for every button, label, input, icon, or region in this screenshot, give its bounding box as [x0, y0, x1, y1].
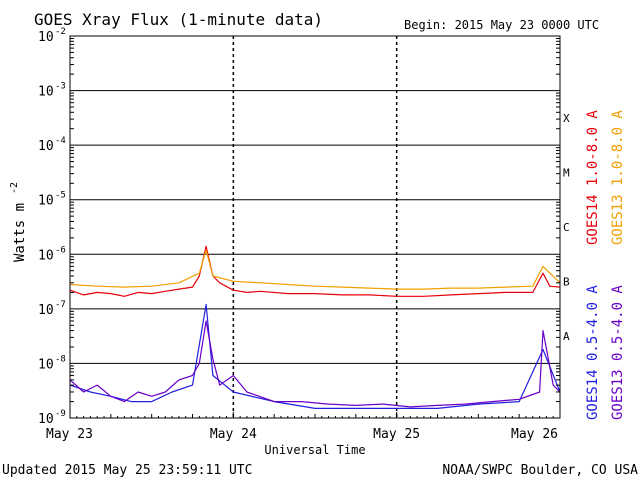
- y-tick-label: 10 -4: [38, 136, 66, 154]
- y-tick-base: 10: [38, 357, 54, 372]
- flare-class-M: M: [563, 166, 570, 179]
- series-line-1: [69, 249, 561, 290]
- y-axis-label-base: Watts m: [12, 203, 28, 262]
- legend-entry: GOES13 1.0-8.0 A: [610, 110, 626, 245]
- minor-ticks: [70, 37, 560, 403]
- y-tick-exponent: -4: [55, 136, 66, 146]
- y-tick-base: 10: [38, 412, 54, 427]
- flare-class-labels: X M C B A: [563, 112, 570, 343]
- credit-text: NOAA/SWPC Boulder, CO USA: [442, 463, 638, 478]
- y-tick-label: 10 -2: [38, 27, 66, 45]
- y-tick-label: 10 -5: [38, 191, 66, 209]
- y-tick-label: 10 -6: [38, 245, 66, 263]
- y-tick-base: 10: [38, 194, 54, 209]
- y-tick-base: 10: [38, 248, 54, 263]
- y-tick-label: 10 -9: [38, 409, 66, 427]
- x-tick-labels: May 23 May 24 May 25 May 26: [46, 427, 558, 442]
- y-tick-labels: 10-210-310-410-510-610-710-810-9: [38, 27, 66, 427]
- legend: GOES14 1.0-8.0 A GOES13 1.0-8.0 A GOES14 0…: [585, 110, 626, 420]
- flare-class-X: X: [563, 112, 570, 125]
- y-tick-exponent: -6: [55, 245, 66, 255]
- y-tick-base: 10: [38, 139, 54, 154]
- legend-entry: GOES14 1.0-8.0 A: [585, 110, 601, 245]
- x-tick-label: May 24: [210, 427, 257, 442]
- chart-title: GOES Xray Flux (1-minute data): [34, 10, 323, 29]
- x-tick-label: May 23: [46, 427, 93, 442]
- y-tick-base: 10: [38, 303, 54, 318]
- y-tick-label: 10 -3: [38, 82, 66, 100]
- series-line-2: [69, 303, 561, 409]
- plot-background: [70, 36, 560, 418]
- y-tick-exponent: -3: [55, 82, 66, 92]
- begin-label: Begin: 2015 May 23 0000 UTC: [404, 18, 599, 32]
- y-tick-label: 10 -7: [38, 300, 66, 318]
- plot-area: [69, 35, 561, 419]
- series-line-0: [69, 245, 561, 297]
- x-axis-label: Universal Time: [264, 443, 365, 457]
- series-line-3: [69, 320, 561, 408]
- x-tick-label: May 26: [511, 427, 558, 442]
- y-tick-exponent: -7: [55, 300, 66, 310]
- y-tick-exponent: -2: [55, 27, 66, 37]
- legend-entry: GOES14 0.5-4.0 A: [585, 285, 601, 420]
- y-axis-label-exponent: -2: [9, 182, 20, 194]
- plot-frame: [69, 35, 561, 419]
- legend-entry: GOES13 0.5-4.0 A: [610, 285, 626, 420]
- y-tick-exponent: -5: [55, 191, 66, 201]
- flare-class-A: A: [563, 330, 570, 343]
- y-tick-exponent: -8: [55, 354, 66, 364]
- y-tick-exponent: -9: [55, 409, 66, 419]
- horizontal-gridlines: [70, 90, 560, 364]
- series-layer: [69, 245, 561, 409]
- y-axis-label: Watts m -2: [9, 182, 28, 262]
- updated-timestamp: Updated 2015 May 25 23:59:11 UTC: [2, 463, 252, 478]
- flare-class-C: C: [563, 221, 570, 234]
- y-tick-base: 10: [38, 30, 54, 45]
- x-tick-label: May 25: [373, 427, 420, 442]
- y-tick-base: 10: [38, 85, 54, 100]
- flare-class-B: B: [563, 276, 570, 289]
- y-tick-label: 10 -8: [38, 354, 66, 372]
